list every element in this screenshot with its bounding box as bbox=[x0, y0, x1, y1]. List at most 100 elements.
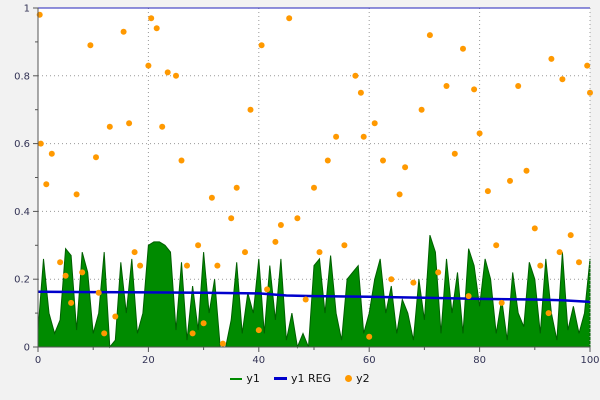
y2-scatter-point bbox=[101, 330, 108, 337]
y2-scatter-point bbox=[87, 42, 94, 49]
y2-scatter-point bbox=[443, 83, 450, 89]
y2-scatter-point bbox=[79, 269, 86, 276]
y2-scatter-point bbox=[559, 76, 566, 83]
y2-scatter-point bbox=[62, 272, 69, 279]
y2-scatter-point bbox=[68, 299, 75, 306]
y2-scatter-point bbox=[93, 154, 99, 161]
y2-scatter-point bbox=[48, 150, 55, 157]
y2-scatter-point bbox=[294, 215, 301, 222]
y2-scatter-point bbox=[476, 130, 483, 137]
y-axis-tick-label: 0.8 bbox=[14, 71, 30, 82]
y2-scatter-point bbox=[173, 72, 179, 79]
legend-label-y2: y2 bbox=[356, 372, 370, 385]
y2-scatter-point bbox=[576, 259, 582, 266]
y2-scatter-point bbox=[584, 62, 591, 69]
y2-scatter-point bbox=[131, 249, 138, 256]
y2-scatter-point bbox=[316, 249, 323, 256]
y2-scatter-point bbox=[37, 140, 44, 147]
y2-scatter-point bbox=[360, 133, 367, 140]
y2-scatter-point bbox=[537, 262, 544, 269]
y2-scatter-point bbox=[324, 157, 331, 164]
y2-scatter-point bbox=[247, 106, 254, 113]
y2-dot-marker bbox=[345, 375, 353, 382]
y2-scatter-point bbox=[311, 184, 317, 191]
y2-scatter-point bbox=[567, 232, 574, 239]
y2-scatter-point bbox=[460, 45, 466, 52]
y1-reg-line-marker bbox=[273, 377, 287, 380]
y2-scatter-point bbox=[556, 249, 563, 256]
y2-scatter-point bbox=[402, 164, 409, 171]
y1-area-series bbox=[37, 234, 591, 349]
y2-scatter-point bbox=[451, 150, 458, 157]
y2-scatter-point bbox=[106, 123, 113, 130]
y2-scatter-point bbox=[137, 262, 144, 269]
y2-scatter-point bbox=[366, 333, 373, 340]
y2-scatter-point bbox=[388, 276, 395, 283]
y2-scatter-point bbox=[277, 222, 284, 228]
y-axis-tick-label: 0.4 bbox=[14, 207, 30, 218]
y2-scatter-point bbox=[153, 25, 160, 32]
x-axis-tick-label: 60 bbox=[363, 355, 376, 366]
y2-scatter-point bbox=[531, 225, 538, 232]
y2-scatter-point bbox=[120, 28, 127, 35]
y2-scatter-point bbox=[507, 177, 513, 184]
y2-scatter-point bbox=[57, 259, 64, 266]
y2-scatter-point bbox=[515, 83, 522, 89]
y2-scatter-point bbox=[341, 242, 348, 249]
legend-label-y1-reg: y1 REG bbox=[290, 372, 332, 385]
y2-scatter-point bbox=[286, 15, 293, 22]
y2-scatter-point bbox=[410, 279, 417, 286]
y2-scatter-point bbox=[484, 188, 491, 195]
y2-scatter-point bbox=[471, 86, 478, 93]
y-axis-tick-label: 0.2 bbox=[14, 275, 30, 286]
y2-scatter-point bbox=[228, 215, 235, 222]
y2-scatter-point bbox=[214, 262, 221, 269]
y2-scatter-point bbox=[352, 72, 359, 79]
y2-scatter-point bbox=[523, 167, 530, 174]
y2-scatter-point bbox=[396, 191, 403, 198]
y1-reg-line-series bbox=[37, 290, 591, 304]
y2-scatter-point bbox=[145, 62, 152, 69]
y2-scatter-point bbox=[302, 296, 309, 303]
y2-scatter-point bbox=[258, 42, 265, 49]
y2-scatter-point bbox=[148, 15, 155, 22]
y2-scatter-point bbox=[195, 242, 202, 249]
y2-scatter-point bbox=[255, 327, 262, 334]
y2-scatter-point bbox=[43, 181, 50, 188]
y-axis-tick-label: 0 bbox=[24, 343, 30, 354]
y2-scatter-point bbox=[545, 310, 552, 317]
y2-scatter-point bbox=[371, 120, 378, 127]
y2-scatter-point bbox=[73, 191, 80, 198]
y2-scatter-point bbox=[159, 123, 166, 130]
x-axis-tick-label: 0 bbox=[35, 355, 41, 366]
y2-scatter-point bbox=[164, 69, 171, 76]
x-axis-tick-label: 40 bbox=[252, 355, 265, 366]
y2-scatter-point bbox=[95, 289, 102, 296]
y2-scatter-point bbox=[493, 242, 500, 249]
y2-scatter-point bbox=[126, 120, 133, 127]
y2-scatter-point bbox=[189, 330, 196, 337]
chart-legend: y1 y1 REG y2 bbox=[0, 372, 600, 385]
legend-item-y1[interactable]: y1 bbox=[230, 372, 260, 385]
y2-scatter-point bbox=[548, 55, 555, 62]
y2-scatter-point bbox=[333, 133, 340, 140]
legend-item-y2[interactable]: y2 bbox=[345, 372, 370, 385]
y2-scatter-point bbox=[435, 269, 442, 276]
y1-line-marker bbox=[230, 377, 243, 380]
y2-scatter-point bbox=[264, 286, 271, 293]
legend-item-y1-reg[interactable]: y1 REG bbox=[273, 372, 332, 385]
y2-scatter-point bbox=[272, 238, 279, 245]
y2-scatter-point bbox=[219, 340, 226, 347]
chart-canvas: 0 0.2 0.4 0.6 0.8 1 0 20 40 60 80 100 bbox=[14, 4, 599, 367]
y2-scatter-point bbox=[200, 320, 207, 327]
y2-scatter-point bbox=[112, 313, 119, 320]
y-axis-tick-label: 1 bbox=[24, 4, 30, 15]
y2-scatter-point bbox=[233, 184, 240, 191]
y2-scatter-point bbox=[380, 157, 386, 164]
y2-scatter-point bbox=[357, 89, 364, 96]
x-axis-tick-label: 100 bbox=[580, 355, 599, 366]
y2-scatter-point bbox=[498, 299, 505, 306]
y2-scatter-point bbox=[426, 32, 433, 39]
legend-label-y1: y1 bbox=[246, 372, 260, 385]
